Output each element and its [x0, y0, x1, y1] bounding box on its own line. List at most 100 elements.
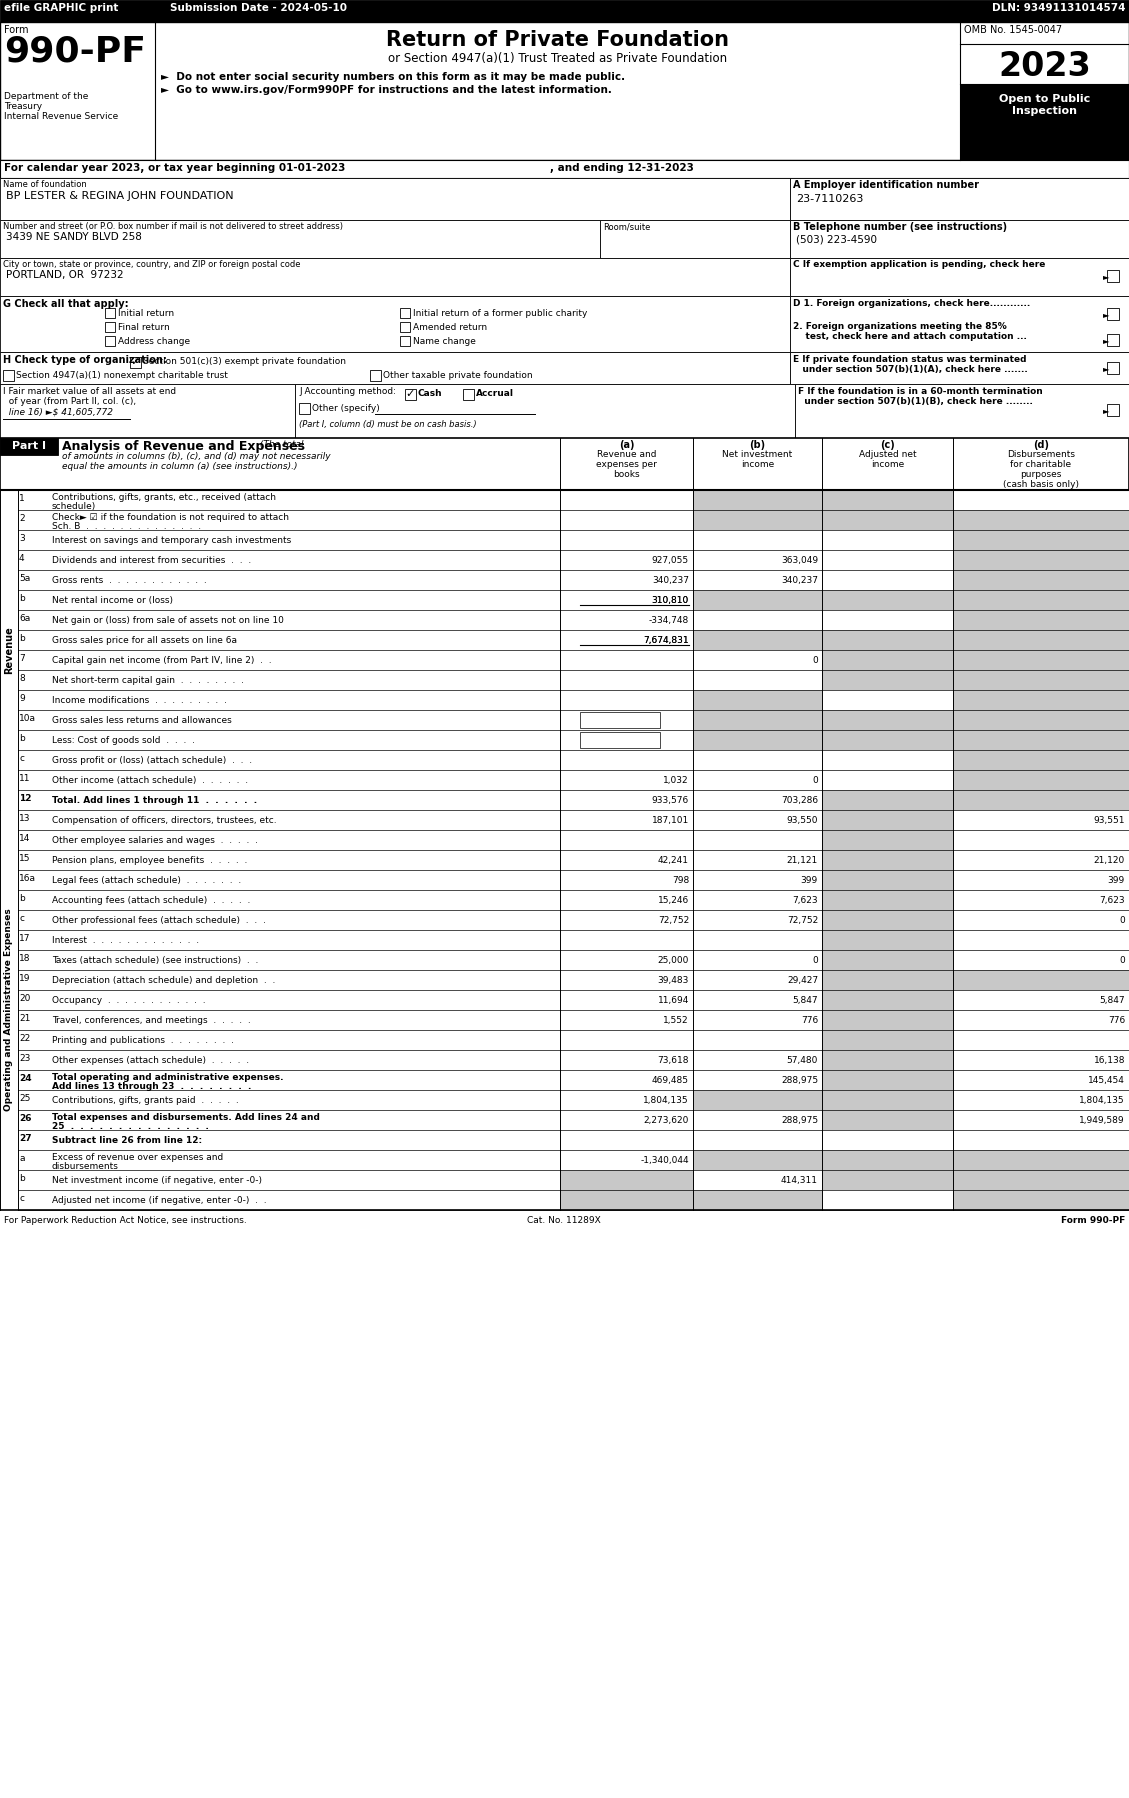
Text: -334,748: -334,748 [649, 617, 689, 626]
Text: purposes: purposes [1021, 469, 1061, 478]
Text: ✓: ✓ [405, 388, 414, 399]
Text: ►: ► [1103, 309, 1110, 318]
Bar [822, 930, 953, 949]
Text: 2,273,620: 2,273,620 [644, 1117, 689, 1126]
Text: 288,975: 288,975 [781, 1075, 819, 1084]
Text: 24: 24 [19, 1073, 32, 1082]
Bar [1108, 270, 1119, 282]
Text: 17: 17 [19, 933, 30, 942]
Bar [822, 1030, 953, 1050]
Text: Disbursements: Disbursements [1007, 450, 1075, 458]
Bar [18, 850, 1129, 870]
Bar [822, 1170, 953, 1190]
Text: (The total: (The total [257, 441, 304, 450]
Bar [822, 991, 953, 1010]
Text: Pension plans, employee benefits  .  .  .  .  .: Pension plans, employee benefits . . . .… [52, 856, 247, 865]
Text: Compensation of officers, directors, trustees, etc.: Compensation of officers, directors, tru… [52, 816, 277, 825]
Text: income: income [870, 460, 904, 469]
Bar [18, 930, 1129, 949]
Bar [953, 690, 1129, 710]
Text: Income modifications  .  .  .  .  .  .  .  .  .: Income modifications . . . . . . . . . [52, 696, 227, 705]
Text: schedule): schedule) [52, 502, 96, 511]
Text: 72,752: 72,752 [787, 915, 819, 924]
Text: -1,340,044: -1,340,044 [640, 1156, 689, 1165]
Text: 25,000: 25,000 [657, 957, 689, 966]
Text: 990-PF: 990-PF [5, 34, 146, 68]
Text: Number and street (or P.O. box number if mail is not delivered to street address: Number and street (or P.O. box number if… [3, 221, 343, 230]
Bar [130, 358, 141, 369]
Bar [18, 1010, 1129, 1030]
Bar [953, 770, 1129, 789]
Bar [822, 969, 953, 991]
Bar [105, 322, 115, 333]
Text: b: b [19, 1174, 25, 1183]
Text: Amended return: Amended return [413, 324, 487, 333]
Bar [953, 1151, 1129, 1170]
Text: of year (from Part II, col. (c),: of year (from Part II, col. (c), [3, 397, 137, 406]
Text: Accounting fees (attach schedule)  .  .  .  .  .: Accounting fees (attach schedule) . . . … [52, 895, 251, 904]
Bar [693, 730, 822, 750]
Text: DLN: 93491131014574: DLN: 93491131014574 [991, 4, 1124, 13]
Bar [560, 1190, 693, 1210]
Text: Dividends and interest from securities  .  .  .: Dividends and interest from securities .… [52, 556, 252, 565]
Bar [18, 1070, 1129, 1090]
Text: line 16) ►$ 41,605,772: line 16) ►$ 41,605,772 [3, 406, 113, 415]
Text: Subtract line 26 from line 12:: Subtract line 26 from line 12: [52, 1136, 202, 1145]
Text: 15,246: 15,246 [658, 895, 689, 904]
Text: Other income (attach schedule)  .  .  .  .  .  .: Other income (attach schedule) . . . . .… [52, 777, 248, 786]
Text: 933,576: 933,576 [651, 797, 689, 806]
Bar [953, 789, 1129, 811]
Bar [18, 590, 1129, 610]
Text: 363,049: 363,049 [781, 556, 819, 565]
Bar [3, 370, 14, 381]
Text: 310,810: 310,810 [651, 595, 689, 604]
Text: b: b [19, 894, 25, 903]
Bar [0, 385, 295, 439]
Bar [18, 1151, 1129, 1170]
Bar [693, 491, 822, 511]
Bar [0, 439, 58, 455]
Bar [0, 297, 790, 352]
Bar [580, 732, 660, 748]
Text: (Part I, column (d) must be on cash basis.): (Part I, column (d) must be on cash basi… [299, 421, 476, 430]
Text: 1,804,135: 1,804,135 [1079, 1097, 1124, 1106]
Text: Other professional fees (attach schedule)  .  .  .: Other professional fees (attach schedule… [52, 915, 265, 924]
Bar [18, 671, 1129, 690]
Text: Adjusted net income (if negative, enter -0-)  .  .: Adjusted net income (if negative, enter … [52, 1196, 266, 1205]
Text: Depreciation (attach schedule) and depletion  .  .: Depreciation (attach schedule) and deple… [52, 976, 275, 985]
Bar [0, 491, 18, 811]
Bar [953, 730, 1129, 750]
Bar [822, 789, 953, 811]
Bar [693, 1190, 822, 1210]
Text: (503) 223-4590: (503) 223-4590 [796, 234, 877, 245]
Text: 776: 776 [800, 1016, 819, 1025]
Text: 288,975: 288,975 [781, 1117, 819, 1126]
Text: b: b [19, 593, 25, 602]
Bar [18, 511, 1129, 530]
Text: 8: 8 [19, 674, 25, 683]
Bar [18, 1090, 1129, 1109]
Text: 25  .  .  .  .  .  .  .  .  .  .  .  .  .  .  .: 25 . . . . . . . . . . . . . . . [52, 1122, 209, 1131]
Text: Net gain or (loss) from sale of assets not on line 10: Net gain or (loss) from sale of assets n… [52, 617, 283, 626]
Bar [953, 1190, 1129, 1210]
Text: 18: 18 [19, 955, 30, 964]
Text: F If the foundation is in a 60-month termination
  under section 507(b)(1)(B), c: F If the foundation is in a 60-month ter… [798, 387, 1043, 406]
Text: Form: Form [5, 25, 28, 34]
Text: c: c [19, 1194, 24, 1203]
Text: H Check type of organization:: H Check type of organization: [3, 354, 167, 365]
Text: or Section 4947(a)(1) Trust Treated as Private Foundation: or Section 4947(a)(1) Trust Treated as P… [388, 52, 727, 65]
Text: Internal Revenue Service: Internal Revenue Service [5, 111, 119, 120]
Text: 3: 3 [19, 534, 25, 543]
Bar [822, 1109, 953, 1129]
Text: c: c [19, 753, 24, 762]
Bar [822, 949, 953, 969]
Text: A Employer identification number: A Employer identification number [793, 180, 979, 191]
Text: Initial return: Initial return [119, 309, 174, 318]
Bar [18, 991, 1129, 1010]
Bar [822, 1151, 953, 1170]
Bar [18, 910, 1129, 930]
Text: City or town, state or province, country, and ZIP or foreign postal code: City or town, state or province, country… [3, 261, 300, 270]
Text: 340,237: 340,237 [653, 575, 689, 584]
Text: 310,810: 310,810 [651, 595, 689, 604]
Text: Treasury: Treasury [5, 102, 42, 111]
